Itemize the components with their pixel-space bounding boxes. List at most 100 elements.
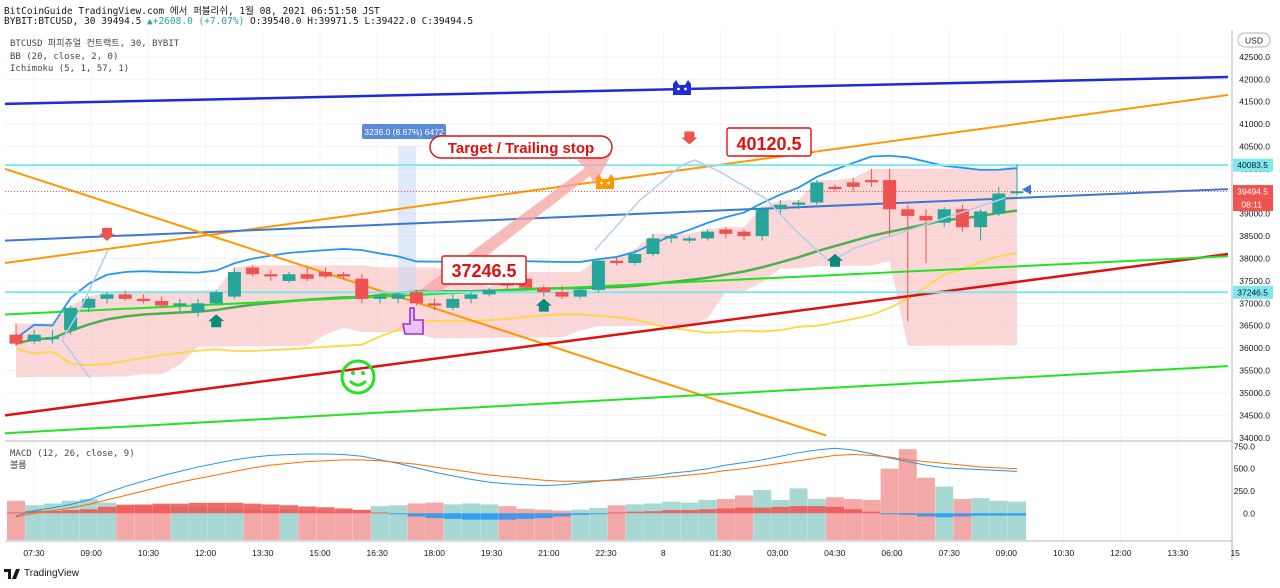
high-value: H:39971.5 <box>307 16 359 27</box>
volume-bar <box>571 509 590 540</box>
open-value: O:39540.0 <box>250 16 302 27</box>
macd-histogram-bar <box>716 508 735 514</box>
time-tick: 12:00 <box>1110 548 1132 558</box>
volume-bar <box>280 509 298 540</box>
candle-body <box>282 274 296 281</box>
macd-histogram-bar <box>880 513 899 515</box>
price-tick: 37000.0 <box>1239 298 1270 308</box>
target-arrow-head <box>1022 184 1031 195</box>
macd-histogram-bar <box>698 509 717 514</box>
macd-histogram-bar <box>571 513 590 515</box>
macd-histogram-bar <box>334 508 353 514</box>
measure-tool[interactable]: 3236.0 (8.67%) 6472 <box>362 124 446 290</box>
candle-body <box>446 298 460 308</box>
time-tick: 10:30 <box>138 548 160 558</box>
arrow-path-2 <box>594 159 1006 263</box>
header: BitCoinGuide TradingView.com 에서 퍼블리쉬, 1월… <box>0 0 1280 30</box>
candle-body <box>82 298 96 308</box>
candle-body <box>792 202 806 205</box>
brand: TradingView <box>24 568 80 579</box>
candle-body <box>719 229 733 234</box>
candle-body <box>100 294 114 299</box>
time-tick: 19:30 <box>481 548 503 558</box>
candle-body <box>610 260 624 264</box>
macd-line <box>15 447 1018 517</box>
buy-arrow <box>535 298 552 312</box>
candle-body <box>136 298 150 302</box>
last-price: 39494.5 <box>101 16 142 27</box>
macd-tick: 750.0 <box>1234 441 1256 451</box>
time-tick: 8 <box>661 548 666 558</box>
low-value: L:39422.0 <box>364 16 416 27</box>
macd-histogram-bar <box>662 510 681 514</box>
macd-histogram-bar <box>807 506 826 514</box>
volume-bar <box>371 506 389 540</box>
candle-body <box>409 292 423 304</box>
macd-histogram-bar <box>152 503 171 514</box>
candle-body <box>464 294 478 299</box>
price-tick: 34500.0 <box>1239 410 1270 420</box>
price-tick: 41000.0 <box>1239 119 1270 129</box>
volume-bar <box>389 505 408 540</box>
macd-histogram-bar <box>898 513 917 515</box>
candle-body <box>737 231 751 237</box>
candle-body <box>264 274 278 277</box>
label-low: 37246.5 <box>451 261 516 281</box>
macd-histogram-bar <box>443 513 462 519</box>
ohlc-line: BYBIT:BTCUSD, 30 39494.5 ▲+2608.0 (+7.07… <box>4 16 473 27</box>
volume-bar <box>735 495 753 540</box>
last-price-label: 39494.5 <box>1237 187 1268 197</box>
candle-body <box>337 274 351 277</box>
macd-histogram-bar <box>280 505 298 514</box>
macd-histogram-bar <box>480 513 499 520</box>
candle-body <box>974 211 988 228</box>
macd-tick: 500.0 <box>1234 464 1256 474</box>
candle-body <box>191 303 205 313</box>
candle-body <box>937 209 951 223</box>
time-tick: 03:00 <box>767 548 789 558</box>
measure-box <box>398 146 416 290</box>
volume-bar <box>443 504 462 540</box>
volume-bar <box>425 502 444 540</box>
volume-bar <box>771 499 790 540</box>
candle-body <box>773 204 787 210</box>
legend-bb[interactable]: BB (20, close, 2, 0) <box>10 51 119 62</box>
candle-body <box>755 209 769 237</box>
candle-body <box>45 336 59 340</box>
macd-histogram-bar <box>98 506 116 514</box>
volume-bar <box>662 501 681 540</box>
macd-tick: 250.0 <box>1234 486 1256 496</box>
macd-histogram-bar <box>7 512 25 514</box>
level-low-label-bg <box>1233 285 1273 299</box>
volume-bar <box>1008 501 1026 540</box>
legend-macd[interactable]: MACD (12, 26, close, 9) <box>10 449 135 459</box>
macd-histogram-bar <box>462 513 480 520</box>
candle-body <box>227 271 241 297</box>
symbol: BYBIT:BTCUSD, 30 <box>4 16 96 27</box>
drawings[interactable]: Target / Trailing stop 40120.5 37246.5 <box>61 80 1031 395</box>
macd-histogram-bar <box>25 510 44 514</box>
legend-series[interactable]: BTCUSD 퍼피츄얼 컨트랙트, 30, BYBIT <box>10 39 180 49</box>
candle-body <box>64 307 78 331</box>
macd-histogram-bar <box>207 502 226 514</box>
legend-volume[interactable]: 볼륨 <box>10 461 27 471</box>
candle-body <box>118 294 132 299</box>
volume-bar <box>625 504 644 540</box>
price-tick: 36000.0 <box>1239 343 1270 353</box>
time-tick: 06:00 <box>881 548 903 558</box>
price-axis: 34000.0 34500.0 35000.0 35500.0 36000.0 36500… <box>23 30 1280 560</box>
macd-histogram-bar <box>79 509 98 514</box>
candle-body <box>664 236 678 239</box>
time-tick: 21:00 <box>538 548 560 558</box>
price-tick: 35000.0 <box>1239 388 1270 398</box>
time-tick: 15 <box>1230 548 1240 558</box>
volume-bar <box>607 505 626 540</box>
indicator-legend: BTCUSD 퍼피츄얼 컨트랙트, 30, BYBIT BB (20, clos… <box>10 38 179 76</box>
volume-bar <box>7 500 25 540</box>
time-tick: 09:00 <box>81 548 103 558</box>
hand-pointer-icon <box>402 307 424 335</box>
legend-ichimoku[interactable]: Ichimoku (5, 1, 57, 1) <box>10 64 130 74</box>
price-tick: 34000.0 <box>1239 433 1270 443</box>
macd-histogram-bar <box>225 502 244 514</box>
